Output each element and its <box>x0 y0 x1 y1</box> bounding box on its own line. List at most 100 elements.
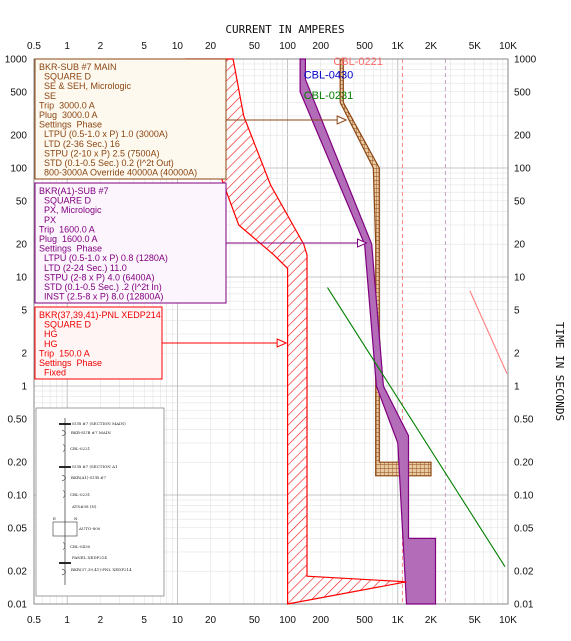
ats-symbol <box>52 521 78 537</box>
device-label-line: INST (2.5-8 x P) 8.0 (12800A) <box>39 292 163 302</box>
device-label-line: HG <box>39 329 58 339</box>
y-tick-label: 50 <box>514 196 526 207</box>
x-tick-label: 50 <box>249 615 261 626</box>
device-arrowhead <box>356 238 368 248</box>
x-tick-label: 0.5 <box>27 615 41 626</box>
x-tick-label: 2 <box>98 615 104 626</box>
device-label-line: LTPU (0.5-1.0 x P) 0.8 (1280A) <box>39 253 168 263</box>
cable-curve <box>469 290 508 374</box>
oneline-label: AUTO-800 <box>78 526 101 531</box>
y-tick-label: 2 <box>21 349 27 360</box>
y-tick-label: 2 <box>514 349 520 360</box>
y-tick-label: 5 <box>514 305 520 316</box>
device-label-line: SQUARE D <box>39 320 92 330</box>
x-tick-label: 500 <box>356 41 373 52</box>
device-label-line: Trip 150.0 A <box>39 348 90 358</box>
device-arrowhead <box>336 115 348 125</box>
device-label-line: HG <box>39 339 58 349</box>
y-tick-label: 1000 <box>5 55 28 66</box>
y-tick-label: 100 <box>10 164 27 175</box>
cable-symbol <box>62 489 66 499</box>
y-tick-label: 0.10 <box>8 491 28 502</box>
x-tick-label: 20 <box>205 615 217 626</box>
device-label-line: LTPU (0.5-1.0 x P) 1.0 (3000A) <box>39 129 168 139</box>
device-box-main <box>34 58 227 180</box>
x-tick-label: 1K <box>392 615 405 626</box>
y-tick-label: 0.50 <box>514 414 534 425</box>
cable-symbol <box>62 541 66 551</box>
device-label-line: BKR(37,39,41)-PNL XEDP214 <box>39 310 161 320</box>
device-label-line: Settings Phase <box>39 120 102 130</box>
y-tick-label: 0.10 <box>514 491 534 502</box>
device-band-a1 <box>299 58 437 605</box>
x-tick-label: 2K <box>425 615 438 626</box>
y-tick-label: 0.05 <box>514 523 534 534</box>
oneline-label: SUB #7 (SECTION A1 <box>72 464 118 469</box>
breaker-symbol <box>61 429 66 437</box>
y-tick-label: 5 <box>21 305 27 316</box>
x-tick-label: 1 <box>64 615 70 626</box>
y-tick-label: 50 <box>16 196 28 207</box>
device-label-line: SE & SEH, Micrologic <box>39 81 132 91</box>
device-label-line: Settings Phase <box>39 244 102 254</box>
y-tick-label: 10 <box>16 273 28 284</box>
device-arrowhead <box>276 338 288 348</box>
cable-symbol <box>62 443 66 453</box>
y-tick-label: 20 <box>16 240 28 251</box>
device-label-line: Trip 3000.0 A <box>39 100 95 110</box>
device-label-line: LTD (2-24 Sec.) 11.0 <box>39 263 127 273</box>
x-tick-label: 5 <box>141 41 147 52</box>
device-label-line: Settings Phase <box>39 358 102 368</box>
oneline-label: BKR-SUB #7 MAIN <box>71 430 111 435</box>
cable-curve <box>327 287 506 567</box>
y-tick-label: 1 <box>514 382 520 393</box>
device-label-line: STPU (2-8 x P) 4.0 (6400A) <box>39 272 155 282</box>
y-tick-label: 0.01 <box>514 600 534 611</box>
device-label-line: BKR(A1)-SUB #7 <box>39 186 109 196</box>
y-tick-label: 200 <box>514 131 531 142</box>
cable-label: CBL-0231 <box>304 90 354 102</box>
x-tick-label: 20 <box>205 41 217 52</box>
y-tick-label: 200 <box>10 131 27 142</box>
oneline-label: PANEL XEDP214 <box>72 555 107 560</box>
cable-label: CBL-0430 <box>304 70 354 82</box>
y-tick-label: 10 <box>514 273 526 284</box>
x-tick-label: 5K <box>469 615 482 626</box>
y-tick-label: 500 <box>514 87 531 98</box>
y-tick-label: 500 <box>10 87 27 98</box>
x-tick-label: 2 <box>98 41 104 52</box>
device-band-main <box>339 58 432 477</box>
x-tick-label: 10 <box>172 615 184 626</box>
oneline-label: N <box>74 516 78 521</box>
oneline-label: CBL-0231 <box>70 492 90 497</box>
device-label-line: PX <box>39 215 56 225</box>
x-tick-labels-top: 0.5 1 2 5 10 20 50 100 200 500 1K 2K 5K 10K <box>27 41 517 52</box>
oneline-label: ATS#38 (N) <box>71 504 97 509</box>
device-arrows <box>162 115 368 348</box>
x-tick-label: 200 <box>312 615 329 626</box>
device-label-boxes: BKR-SUB #7 MAIN SQUARE D SE & SEH, Micro… <box>34 58 227 380</box>
device-label-line: STPU (2-10 x P) 2.5 (7500A) <box>39 148 160 158</box>
y-axis-title: TIME IN SECONDS <box>553 322 566 421</box>
oneline-label: CBL-0221 <box>70 446 90 451</box>
x-tick-label: 0.5 <box>27 41 41 52</box>
device-label-line: Trip 1600.0 A <box>39 224 95 234</box>
x-tick-label: 5 <box>141 615 147 626</box>
device-label-line: SE <box>39 91 56 101</box>
x-tick-label: 2K <box>425 41 438 52</box>
oneline-label: CBL-0430 <box>70 544 91 549</box>
x-tick-label: 200 <box>312 41 329 52</box>
cable-curves <box>327 287 508 567</box>
x-tick-label: 1K <box>392 41 405 52</box>
y-tick-label: 1000 <box>514 55 537 66</box>
x-tick-label: 10 <box>172 41 184 52</box>
y-tick-label: 20 <box>514 240 526 251</box>
device-box-a1 <box>34 182 227 304</box>
y-tick-label: 0.02 <box>8 567 28 578</box>
breaker-symbol <box>61 474 66 482</box>
x-tick-label: 10K <box>499 615 517 626</box>
y-tick-labels-left: 0.01 0.02 0.05 0.10 0.20 0.50 1 2 5 10 20 50 100 200 5… <box>5 55 28 611</box>
y-tick-label: 1 <box>21 382 27 393</box>
device-label-line: PX, Micrologic <box>39 205 102 215</box>
device-label-line: Plug 3000.0 A <box>39 110 98 120</box>
